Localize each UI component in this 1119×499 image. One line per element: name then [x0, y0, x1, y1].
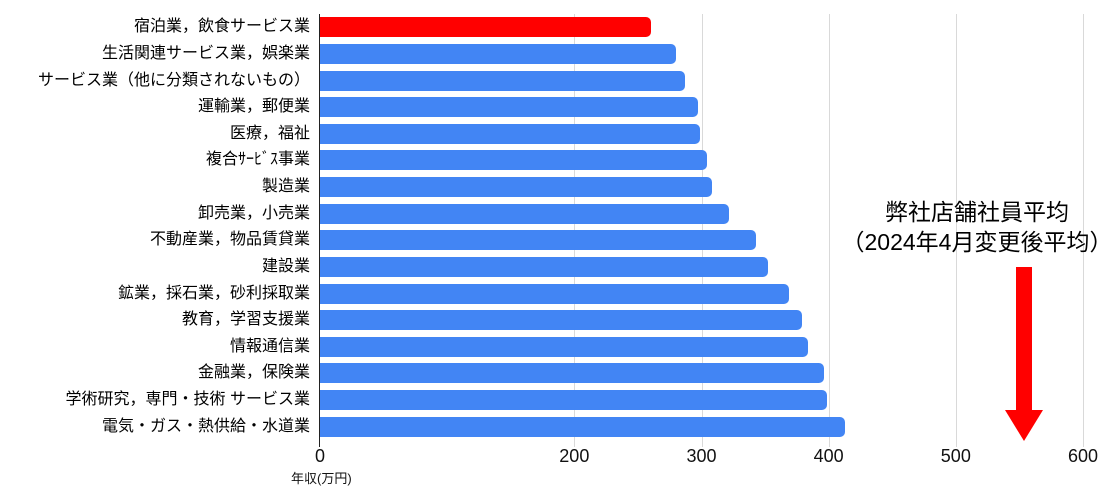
x-tick-label: 300	[686, 446, 717, 466]
bar	[320, 390, 828, 411]
category-label: 複合ｻｰﾋﾞｽ事業	[205, 151, 310, 169]
x-tick-label: 600	[1067, 446, 1099, 466]
bar	[320, 230, 757, 251]
category-label: 学術研究，専門・技術 サービス業	[65, 391, 310, 409]
category-label: 医療，福祉	[229, 124, 310, 142]
bar	[320, 203, 730, 224]
bar	[320, 17, 651, 38]
bar	[320, 97, 698, 118]
x-axis-title: 年収(万円)	[291, 471, 352, 486]
category-label: 生活関連サービス業，娯楽業	[101, 44, 310, 62]
x-tick-label: 200	[559, 446, 590, 466]
category-label: 宿泊業，飲食サービス業	[133, 18, 310, 36]
bar	[320, 150, 707, 171]
bar	[320, 123, 701, 144]
category-label: 運輸業，郵便業	[197, 98, 310, 116]
bar	[320, 416, 846, 437]
category-label: 卸売業，小売業	[197, 204, 310, 222]
bar	[320, 70, 685, 91]
annotation-text: 弊社店舗社員平均 （2024年4月変更後平均）	[818, 197, 1119, 257]
category-label: 情報通信業	[229, 337, 310, 355]
category-label: 鉱業，採石業，砂利採取業	[117, 284, 310, 302]
bar	[320, 363, 824, 384]
bar	[320, 336, 809, 357]
bar	[320, 43, 677, 64]
annotation-line1: 弊社店舗社員平均	[885, 199, 1069, 225]
category-label: 建設業	[261, 257, 310, 275]
category-label: 金融業，保険業	[197, 364, 310, 382]
plot-area	[320, 14, 1084, 447]
down-arrow-head-icon	[1005, 410, 1043, 441]
category-label: 製造業	[261, 178, 310, 196]
category-label: 電気・ガス・熱供給・水道業	[101, 417, 310, 435]
gridline	[828, 14, 830, 447]
category-label: 教育，学習支援業	[181, 311, 310, 329]
bar	[320, 177, 712, 198]
gridline	[1083, 14, 1084, 447]
down-arrow-icon	[1016, 267, 1032, 412]
bar	[320, 310, 802, 331]
annotation-line2: （2024年4月変更後平均）	[841, 229, 1113, 255]
x-tick-label: 500	[940, 446, 971, 466]
gridline	[955, 14, 957, 447]
bar	[320, 256, 768, 277]
category-label: 不動産業，物品賃貸業	[149, 231, 310, 249]
x-tick-label: 400	[813, 446, 844, 466]
bar	[320, 283, 790, 304]
y-axis-line	[319, 14, 320, 447]
x-tick-label: 0	[314, 446, 325, 466]
category-label: サービス業（他に分類されないもの）	[37, 71, 310, 89]
